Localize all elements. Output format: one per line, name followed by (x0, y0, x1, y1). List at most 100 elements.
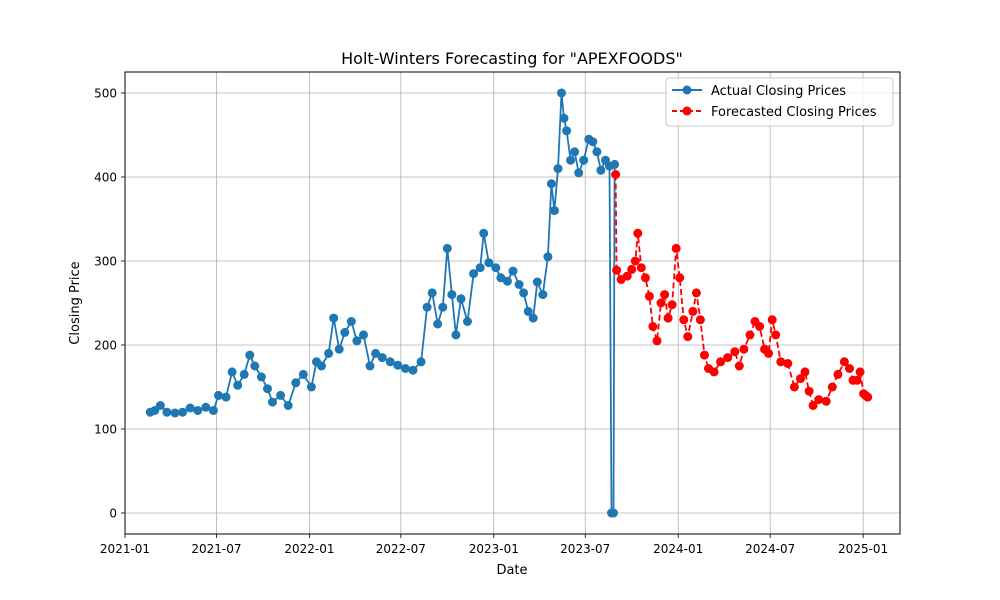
series-forecast-point (652, 336, 662, 346)
series-actual-point (400, 364, 410, 373)
series-actual-point (352, 336, 362, 346)
series-actual-point (239, 369, 249, 379)
series-forecast-point (755, 322, 765, 331)
series-actual-point (291, 378, 301, 388)
series-actual-point (427, 288, 437, 298)
series-forecast-point (833, 369, 843, 379)
series-forecast-point (845, 364, 854, 373)
y-tick-label: 500 (94, 87, 117, 101)
series-actual-point (451, 330, 461, 340)
series-actual-point (346, 317, 356, 326)
series-forecast-point (767, 315, 777, 325)
series-actual-point (245, 350, 255, 360)
series-forecast-point (688, 306, 698, 316)
series-forecast-point (776, 357, 786, 367)
series-actual-point (579, 155, 589, 165)
series-actual-point (298, 369, 308, 379)
series-actual-point (371, 348, 381, 358)
legend-actual-label: Actual Closing Prices (711, 84, 846, 99)
series-actual-point (502, 276, 512, 286)
series-actual-point (359, 330, 368, 340)
series-forecast-point (656, 298, 666, 308)
series-forecast-point (648, 322, 658, 331)
series-forecast-point (611, 170, 621, 179)
series-actual-point (469, 269, 479, 279)
series-forecast-point (771, 330, 781, 340)
series-forecast-point (808, 401, 818, 410)
series-actual-point (170, 408, 180, 418)
series-actual-point (514, 280, 524, 289)
series-forecast-point (700, 350, 709, 360)
series-forecast-point (734, 361, 744, 371)
series-actual-point (546, 179, 556, 189)
series-forecast-point (627, 264, 637, 274)
legend-forecast-marker-icon (682, 106, 692, 116)
series-forecast-point (783, 359, 793, 368)
series-forecast-point (739, 344, 749, 354)
series-actual-point (393, 360, 403, 370)
series-layer (145, 88, 873, 518)
series-forecast-point (612, 265, 622, 275)
series-forecast-point (630, 256, 640, 266)
x-tick-label: 2021-01 (100, 542, 150, 556)
series-forecast-point (827, 382, 837, 392)
y-tick-label: 300 (94, 255, 117, 269)
series-forecast-point (683, 332, 693, 342)
series-actual-point (365, 361, 375, 371)
series-actual-point (283, 401, 293, 410)
series-actual-point (193, 406, 203, 415)
series-actual-point (185, 403, 195, 413)
series-actual-point (479, 228, 489, 238)
series-forecast-point (695, 315, 705, 325)
series-actual-point (385, 357, 395, 367)
series-forecast-point (633, 228, 643, 238)
y-tick-label: 200 (94, 339, 117, 353)
series-forecast-point (671, 243, 681, 253)
series-forecast-line (614, 174, 869, 407)
series-actual-point (329, 313, 339, 323)
series-actual-point (523, 306, 533, 316)
series-forecast-point (660, 290, 670, 300)
series-actual-point (416, 357, 426, 367)
series-forecast-point (723, 353, 733, 363)
series-forecast-point (814, 395, 824, 405)
series-actual-point (570, 147, 580, 157)
y-tick-label: 0 (109, 507, 117, 521)
series-forecast-point (852, 375, 862, 385)
series-actual-point (214, 390, 223, 400)
series-forecast-point (730, 347, 740, 357)
series-actual-point (263, 384, 272, 394)
series-forecast-point (691, 288, 701, 298)
series-forecast-point (796, 374, 805, 384)
legend-actual-marker-icon (682, 85, 692, 95)
series-actual-point (408, 365, 418, 375)
series-actual-point (442, 243, 452, 253)
x-tick-label: 2024-07 (745, 542, 795, 556)
tick-layer: 2021-01 2021-07 2022-01 2022-07 2023-01 2023-… (94, 87, 888, 557)
series-forecast-point (636, 263, 646, 273)
series-actual-point (276, 390, 286, 400)
x-tick-label: 2023-07 (560, 542, 610, 556)
x-tick-label: 2021-07 (191, 542, 241, 556)
y-tick-label: 100 (94, 423, 117, 437)
series-actual-point (227, 367, 237, 377)
series-actual-point (588, 137, 598, 147)
series-actual-point (162, 407, 172, 417)
series-forecast-point (863, 392, 873, 402)
series-actual-point (377, 353, 387, 363)
series-forecast-point (716, 357, 726, 367)
series-forecast-point (839, 357, 849, 367)
x-tick-label: 2024-01 (653, 542, 703, 556)
grid-layer (124, 72, 900, 534)
series-actual-point (463, 317, 472, 326)
series-actual-point (306, 382, 316, 392)
series-actual-point (532, 277, 542, 287)
x-tick-label: 2022-07 (376, 542, 426, 556)
series-actual-point (456, 294, 466, 304)
series-actual-point (528, 313, 538, 323)
x-tick-label: 2025-01 (838, 542, 888, 556)
series-actual-point (438, 302, 448, 312)
series-actual-point (155, 401, 165, 410)
series-actual-point (562, 126, 572, 136)
